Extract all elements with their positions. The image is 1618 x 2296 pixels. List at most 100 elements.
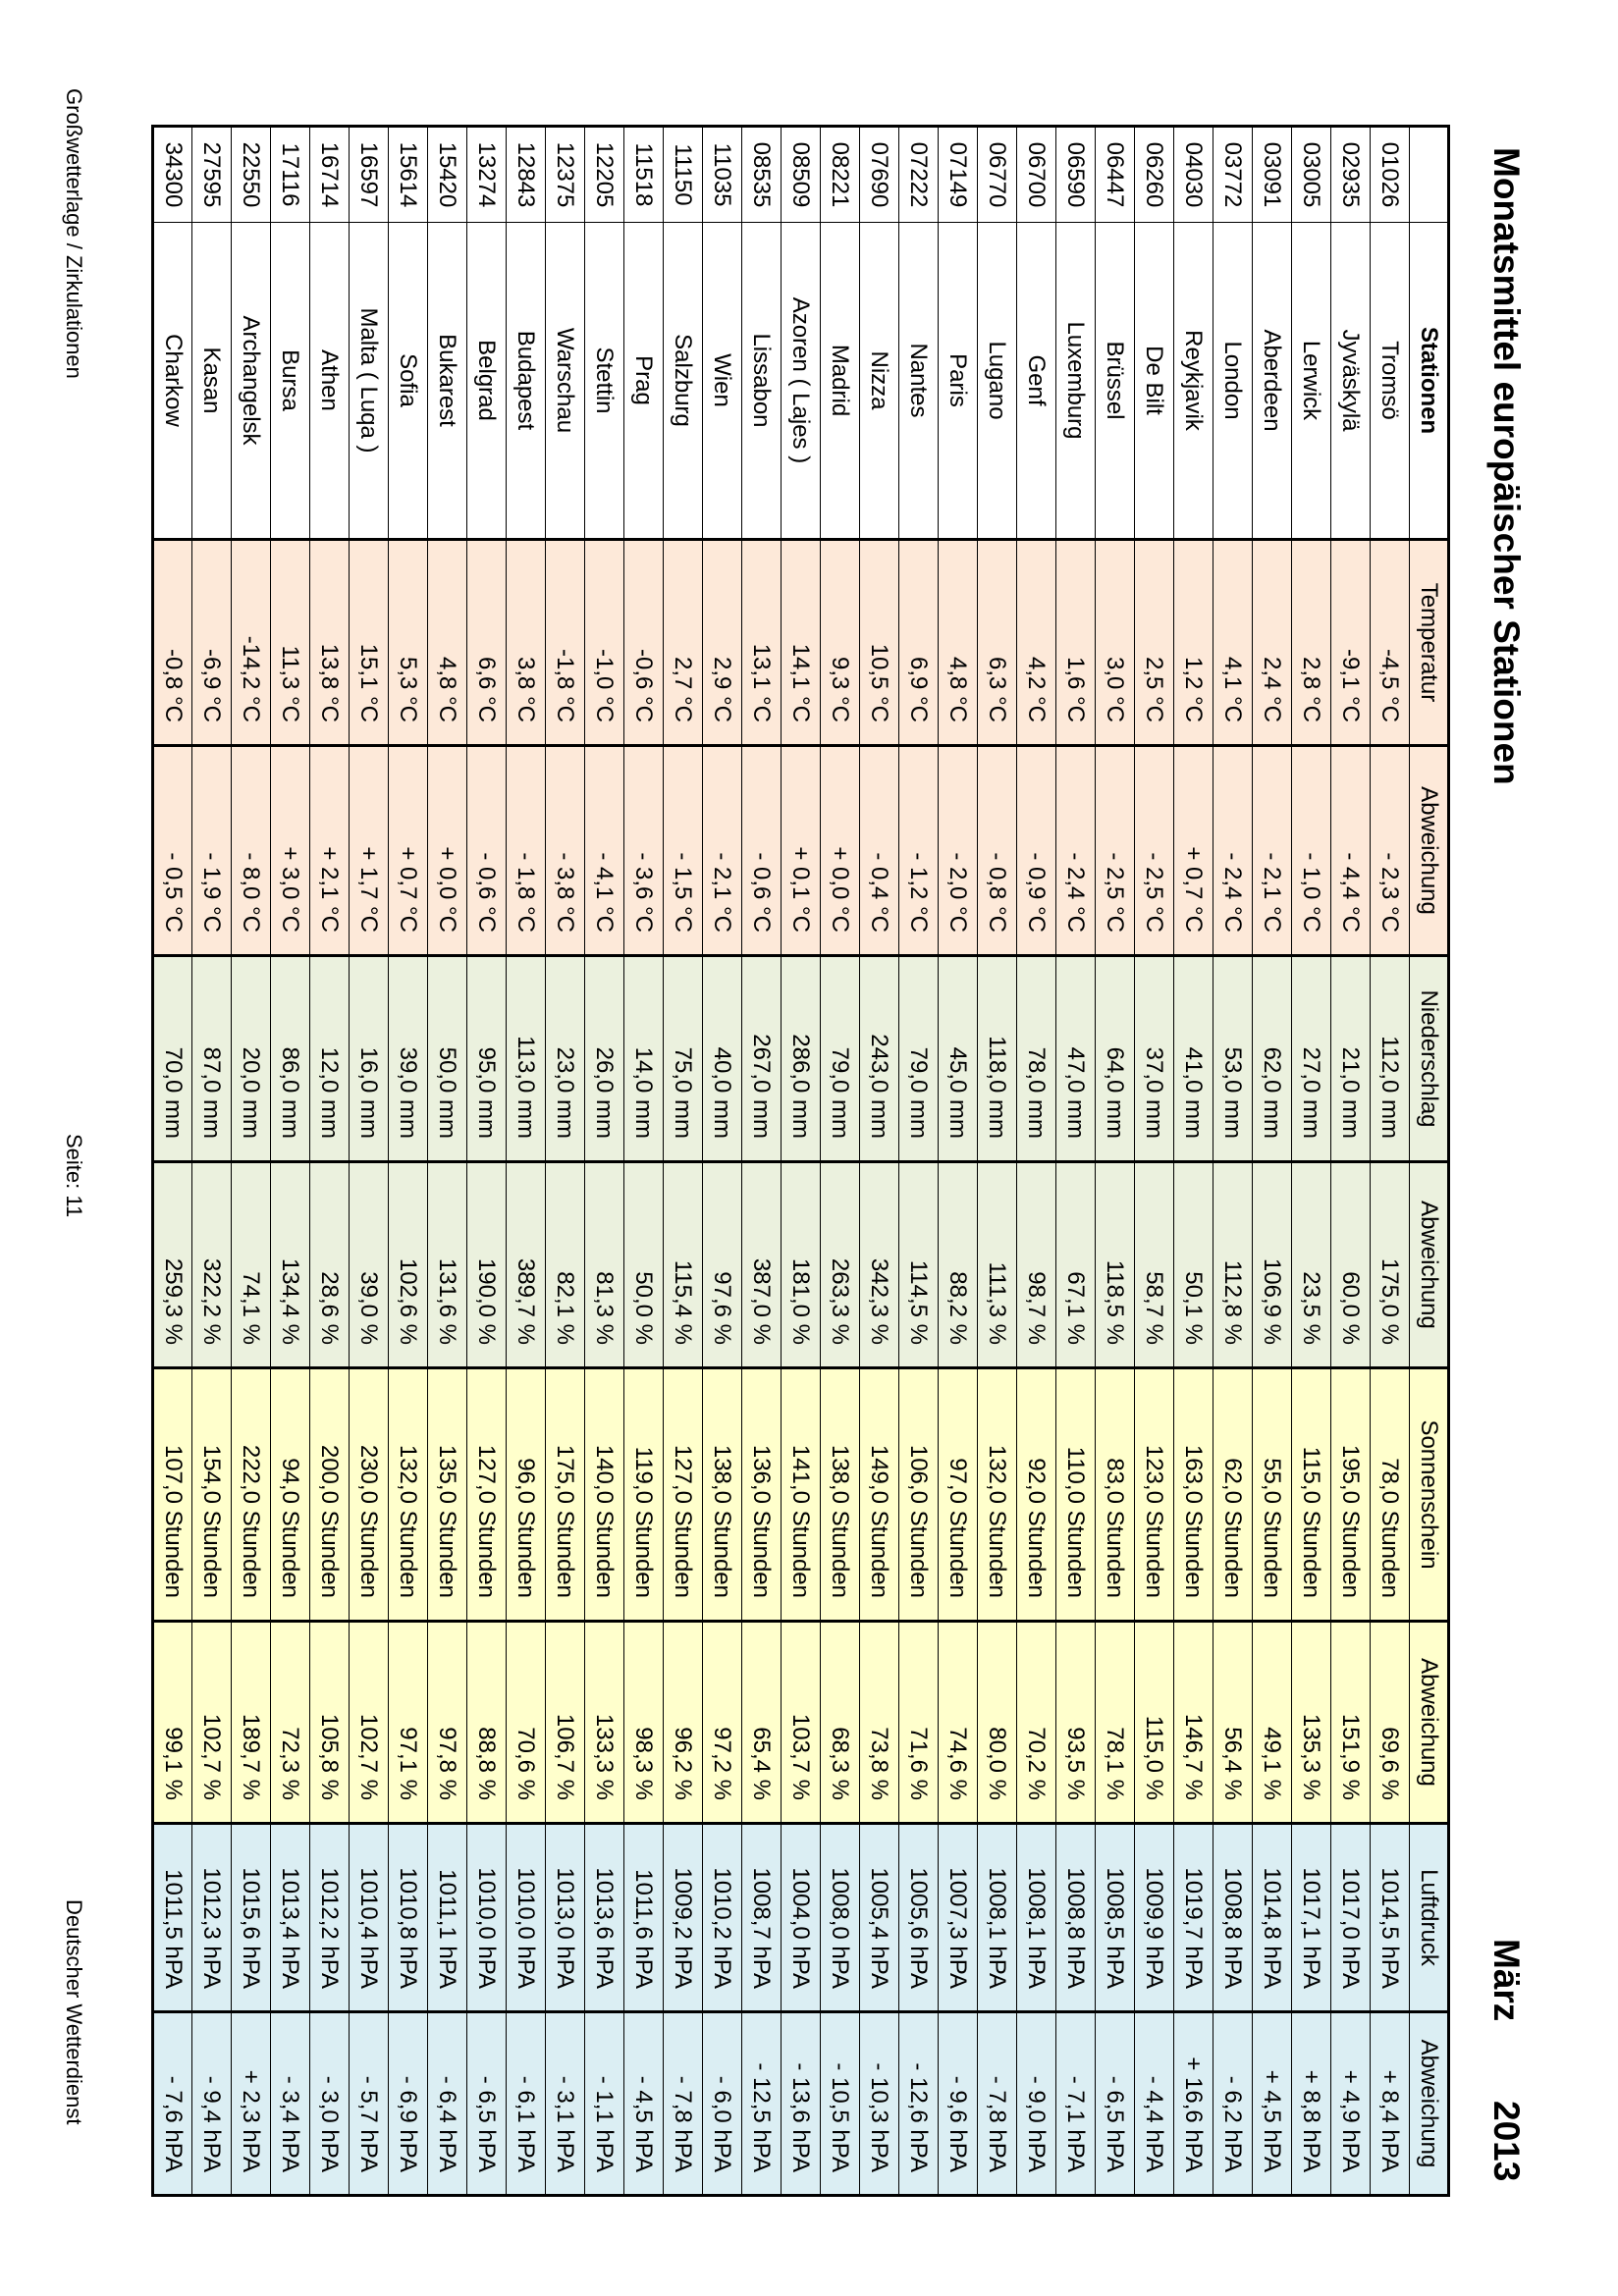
cell-sunshine: 92,0 Stunden	[1016, 1367, 1056, 1622]
month-label: März	[1486, 1939, 1527, 2022]
table-row: 22550 Archangelsk -14,2 °C - 8,0 °C 20,0 mm 7…	[231, 126, 271, 2196]
cell-station-id: 12375	[545, 126, 585, 223]
table-row: 07222 Nantes 6,9 °C - 1,2 °C 79,0 mm 114,5 % 1…	[898, 126, 939, 2196]
cell-station-name: Brüssel	[1095, 222, 1135, 540]
cell-pressure-deviation: - 6,9 hPA	[388, 2011, 428, 2196]
cell-precipitation-deviation: 106,9 %	[1252, 1161, 1292, 1368]
cell-station-id: 07149	[938, 126, 978, 223]
table-row: 06447 Brüssel 3,0 °C - 2,5 °C 64,0 mm 118,5 %…	[1095, 126, 1135, 2196]
cell-station-name: Belgrad	[466, 222, 507, 540]
cell-station-name: Sofia	[388, 222, 428, 540]
cell-precipitation-deviation: 88,2 %	[938, 1161, 978, 1368]
cell-temperature: -4,5 °C	[1370, 539, 1410, 746]
cell-station-id: 15420	[427, 126, 467, 223]
cell-pressure: 1014,8 hPA	[1252, 1823, 1292, 2012]
cell-sunshine: 135,0 Stunden	[427, 1367, 467, 1622]
cell-temperature: -6,9 °C	[191, 539, 232, 746]
cell-temperature: 15,1 °C	[349, 539, 389, 746]
cell-sunshine-deviation: 189,7 %	[231, 1621, 271, 1824]
cell-temperature: 6,6 °C	[466, 539, 507, 746]
cell-sunshine-deviation: 71,6 %	[898, 1621, 939, 1824]
cell-temperature: -9,1 °C	[1330, 539, 1371, 746]
cell-precipitation-deviation: 131,6 %	[427, 1161, 467, 1368]
cell-temperature: -14,2 °C	[231, 539, 271, 746]
cell-precipitation: 12,0 mm	[309, 955, 350, 1162]
cell-pressure-deviation: - 13,6 hPA	[781, 2011, 821, 2196]
cell-precipitation: 267,0 mm	[741, 955, 782, 1162]
cell-station-name: Archangelsk	[231, 222, 271, 540]
table-row: 08535 Lissabon 13,1 °C - 0,6 °C 267,0 mm 387,…	[741, 126, 782, 2196]
cell-precipitation: 14,0 mm	[623, 955, 664, 1162]
table-row: 11518 Prag -0,6 °C - 3,6 °C 14,0 mm 50,0 % 119…	[623, 126, 664, 2196]
cell-temperature-deviation: + 0,1 °C	[781, 745, 821, 956]
cell-pressure-deviation: - 6,2 hPA	[1213, 2011, 1253, 2196]
cell-sunshine-deviation: 97,8 %	[427, 1621, 467, 1824]
cell-precipitation-deviation: 263,3 %	[820, 1161, 860, 1368]
cell-station-name: London	[1213, 222, 1253, 540]
cell-precipitation: 45,0 mm	[938, 955, 978, 1162]
cell-station-id: 07690	[859, 126, 899, 223]
cell-precipitation-deviation: 23,5 %	[1291, 1161, 1331, 1368]
cell-temperature-deviation: + 0,0 °C	[820, 745, 860, 956]
table-header-row: Stationen Temperatur Abweichung Niederschla…	[1409, 126, 1449, 2196]
cell-temperature-deviation: - 2,4 °C	[1055, 745, 1096, 956]
cell-sunshine: 138,0 Stunden	[702, 1367, 742, 1622]
cell-station-name: Prag	[623, 222, 664, 540]
cell-temperature-deviation: - 2,3 °C	[1370, 745, 1410, 956]
cell-station-name: Paris	[938, 222, 978, 540]
cell-sunshine-deviation: 133,3 %	[584, 1621, 624, 1824]
cell-precipitation-deviation: 181,0 %	[781, 1161, 821, 1368]
cell-sunshine: 149,0 Stunden	[859, 1367, 899, 1622]
cell-station-name: Genf	[1016, 222, 1056, 540]
cell-sunshine: 96,0 Stunden	[506, 1367, 546, 1622]
cell-sunshine-deviation: 93,5 %	[1055, 1621, 1096, 1824]
cell-station-id: 16714	[309, 126, 350, 223]
table-row: 06260 De Bilt 2,5 °C - 2,5 °C 37,0 mm 58,7 % 1…	[1134, 126, 1174, 2196]
cell-pressure: 1008,1 hPA	[1016, 1823, 1056, 2012]
cell-pressure: 1010,8 hPA	[388, 1823, 428, 2012]
cell-precipitation-deviation: 342,3 %	[859, 1161, 899, 1368]
cell-precipitation-deviation: 74,1 %	[231, 1161, 271, 1368]
cell-station-id: 11035	[702, 126, 742, 223]
cell-sunshine: 175,0 Stunden	[545, 1367, 585, 1622]
cell-pressure-deviation: - 9,0 hPA	[1016, 2011, 1056, 2196]
cell-temperature: 14,1 °C	[781, 539, 821, 746]
cell-sunshine: 154,0 Stunden	[191, 1367, 232, 1622]
cell-pressure: 1013,4 hPA	[270, 1823, 310, 2012]
cell-pressure: 1012,2 hPA	[309, 1823, 350, 2012]
table-row: 12205 Stettin -1,0 °C - 4,1 °C 26,0 mm 81,3 %…	[584, 126, 624, 2196]
cell-sunshine: 222,0 Stunden	[231, 1367, 271, 1622]
cell-pressure: 1010,4 hPA	[349, 1823, 389, 2012]
cell-precipitation-deviation: 50,1 %	[1173, 1161, 1214, 1368]
cell-station-name: Salzburg	[663, 222, 703, 540]
year-label: 2013	[1486, 2101, 1527, 2182]
cell-pressure: 1008,8 hPA	[1055, 1823, 1096, 2012]
cell-sunshine-deviation: 146,7 %	[1173, 1621, 1214, 1824]
cell-pressure: 1011,1 hPA	[427, 1823, 467, 2012]
cell-temperature: 2,5 °C	[1134, 539, 1174, 746]
cell-pressure-deviation: - 6,5 hPA	[466, 2011, 507, 2196]
cell-temperature: -1,0 °C	[584, 539, 624, 746]
cell-temperature-deviation: - 1,9 °C	[191, 745, 232, 956]
cell-pressure: 1008,5 hPA	[1095, 1823, 1135, 2012]
cell-pressure-deviation: + 8,4 hPA	[1370, 2011, 1410, 2196]
header-temperature: Temperatur	[1409, 539, 1449, 746]
cell-station-id: 07222	[898, 126, 939, 223]
cell-station-name: Azoren ( Lajes )	[781, 222, 821, 540]
cell-station-id: 27595	[191, 126, 232, 223]
cell-pressure-deviation: - 6,1 hPA	[506, 2011, 546, 2196]
cell-temperature: 2,9 °C	[702, 539, 742, 746]
cell-temperature-deviation: - 0,6 °C	[741, 745, 782, 956]
cell-temperature-deviation: - 4,1 °C	[584, 745, 624, 956]
cell-sunshine: 110,0 Stunden	[1055, 1367, 1096, 1622]
table-row: 11150 Salzburg 2,7 °C - 1,5 °C 75,0 mm 115,4 …	[663, 126, 703, 2196]
cell-precipitation: 26,0 mm	[584, 955, 624, 1162]
cell-station-id: 11518	[623, 126, 664, 223]
cell-sunshine: 127,0 Stunden	[466, 1367, 507, 1622]
table-row: 02935 Jyväskylä -9,1 °C - 4,4 °C 21,0 mm 60,0…	[1330, 126, 1371, 2196]
table-row: 13274 Belgrad 6,6 °C - 0,6 °C 95,0 mm 190,0 %…	[466, 126, 507, 2196]
cell-temperature: -0,8 °C	[152, 539, 192, 746]
cell-temperature: 6,9 °C	[898, 539, 939, 746]
cell-pressure-deviation: - 4,5 hPA	[623, 2011, 664, 2196]
cell-temperature: 3,0 °C	[1095, 539, 1135, 746]
